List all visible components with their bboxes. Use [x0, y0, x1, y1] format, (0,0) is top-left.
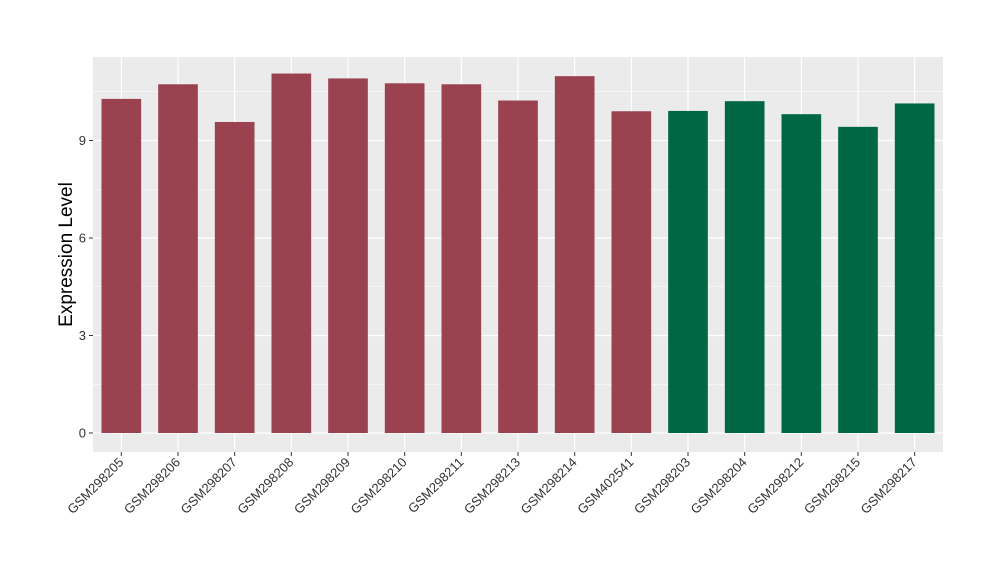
bar-GSM298203 — [668, 110, 708, 434]
x-tick-label: GSM298210 — [348, 455, 410, 517]
bar-GSM298217 — [894, 103, 935, 433]
x-tick-label: GSM402541 — [574, 455, 636, 517]
y-axis-title: Expression Level — [56, 182, 77, 327]
x-tick-label: GSM298211 — [405, 455, 467, 517]
x-tick-label: GSM298217 — [858, 455, 920, 517]
y-tick-label: 0 — [79, 426, 86, 441]
x-tick-label: GSM298208 — [234, 455, 296, 517]
x-tick-label: GSM298204 — [688, 455, 750, 517]
bar-GSM298213 — [498, 100, 538, 434]
x-tick-label: GSM298214 — [518, 455, 580, 517]
bar-GSM298212 — [781, 114, 822, 434]
bar-GSM298207 — [214, 121, 255, 433]
bar-GSM298211 — [441, 84, 482, 434]
x-tick-label: GSM298203 — [631, 455, 693, 517]
y-tick-label: 3 — [79, 328, 86, 343]
x-axis: GSM298205GSM298206GSM298207GSM298208GSM2… — [64, 452, 920, 517]
y-tick-label: 9 — [79, 133, 86, 148]
bar-GSM298209 — [328, 78, 368, 434]
x-tick-label: GSM298206 — [121, 455, 183, 517]
x-tick-label: GSM298209 — [291, 455, 353, 517]
bar-GSM298214 — [554, 76, 595, 434]
y-tick-label: 6 — [79, 231, 86, 246]
bars — [101, 73, 935, 434]
x-tick-label: GSM298212 — [744, 455, 806, 517]
x-tick-label: GSM298205 — [64, 455, 126, 517]
x-tick-label: GSM298213 — [461, 455, 523, 517]
x-tick-label: GSM298215 — [801, 455, 863, 517]
bar-GSM298215 — [838, 126, 878, 433]
y-axis: 0 3 6 9 — [79, 133, 93, 441]
bar-GSM298204 — [724, 101, 765, 434]
bar-GSM298205 — [101, 98, 142, 434]
bar-GSM298210 — [384, 83, 425, 434]
bar-GSM298208 — [271, 73, 312, 434]
bar-GSM402541 — [611, 111, 652, 433]
bar-GSM298206 — [158, 84, 198, 434]
x-tick-label: GSM298207 — [178, 455, 240, 517]
